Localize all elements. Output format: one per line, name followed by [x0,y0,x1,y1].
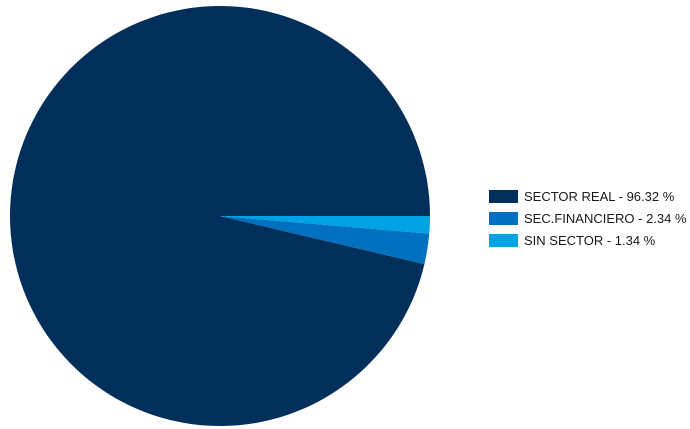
legend-label-sec-financiero: SEC.FINANCIERO - 2.34 % [524,210,687,226]
legend-swatch-sector-real [489,189,518,203]
legend-item-sec-financiero: SEC.FINANCIERO - 2.34 % [489,207,687,229]
legend-item-sin-sector: SIN SECTOR - 1.34 % [489,229,687,251]
pie-slice-sin-sector [220,216,430,234]
pie-slice-sec-financiero [220,216,430,265]
legend-swatch-sec-financiero [489,211,518,225]
legend-swatch-sin-sector [489,233,518,247]
legend-item-sector-real: SECTOR REAL - 96.32 % [489,185,687,207]
legend-label-sin-sector: SIN SECTOR - 1.34 % [524,232,656,248]
chart-legend: SECTOR REAL - 96.32 % SEC.FINANCIERO - 2… [489,185,687,251]
legend-label-sector-real: SECTOR REAL - 96.32 % [524,188,675,204]
